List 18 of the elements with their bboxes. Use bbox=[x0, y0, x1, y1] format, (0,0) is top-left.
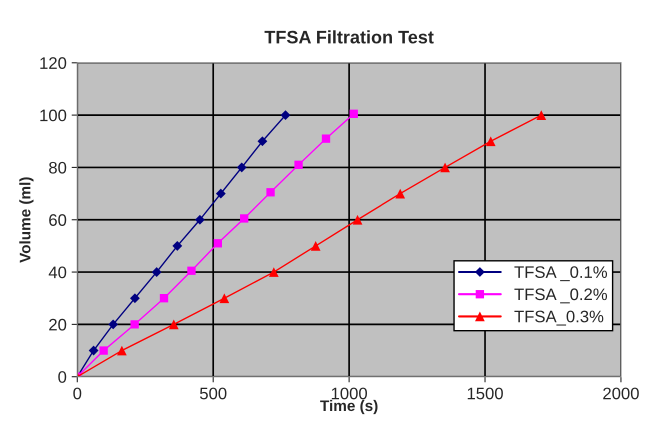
legend-label: TFSA _0.1% bbox=[514, 266, 608, 282]
y-tick-label: 100 bbox=[40, 110, 66, 122]
x-tick-label: 1000 bbox=[332, 388, 368, 400]
y-tick-label: 60 bbox=[49, 214, 66, 226]
y-tick-label: 80 bbox=[49, 162, 66, 174]
x-tick-label: 500 bbox=[200, 388, 226, 400]
x-tick-label: 1500 bbox=[468, 388, 503, 400]
y-tick-label: 0 bbox=[58, 371, 66, 383]
y-tick-label: 120 bbox=[40, 57, 66, 69]
legend-label: TFSA _0.2% bbox=[514, 288, 608, 304]
x-tick-label: 0 bbox=[73, 388, 82, 400]
y-tick-label: 40 bbox=[48, 266, 66, 278]
y-tick-label: 20 bbox=[49, 318, 66, 331]
chart-title: TFSA Filtration Test bbox=[264, 30, 434, 44]
x-tick-label: 2000 bbox=[603, 388, 639, 400]
y-axis-title: Volume (ml) bbox=[19, 177, 34, 263]
x-axis-title: Time (s) bbox=[320, 400, 378, 414]
legend-label: TFSA_0.3% bbox=[514, 310, 604, 326]
